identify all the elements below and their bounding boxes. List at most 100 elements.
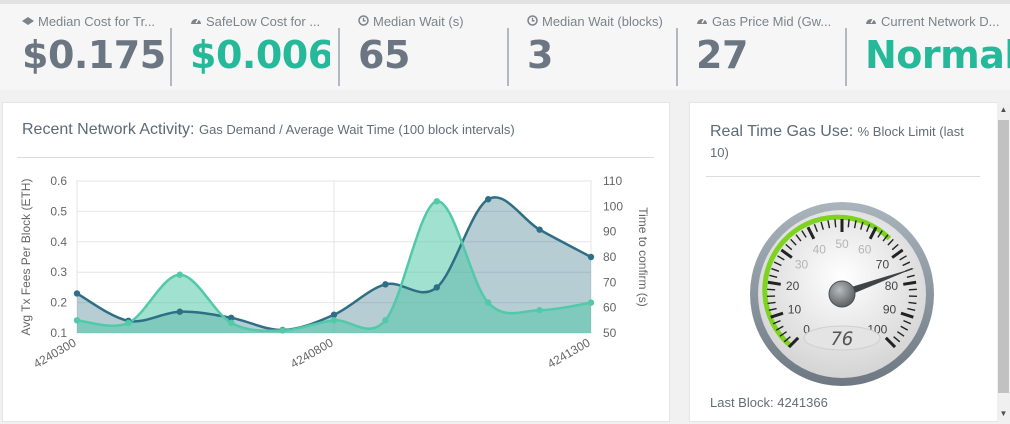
data-point [228,314,235,321]
gas-use-subtitle: % Block Limit (last 10) [710,124,964,160]
gas-use-panel: Real Time Gas Use: % Block Limit (last 1… [689,102,998,422]
dashboard-icon [190,14,202,29]
stat-label: SafeLow Cost for ... [206,14,321,29]
network-activity-panel: Recent Network Activity: Gas Demand / Av… [2,102,670,422]
divider [338,28,340,86]
y-right-axis-label: Time to confirm (s) [636,207,650,307]
divider-line [706,176,980,177]
gauge-tick [900,325,909,331]
y-right-tick-label: 90 [603,225,617,239]
stat-value: 27 [696,33,748,77]
gauge-arc [762,214,892,348]
data-point [433,284,440,291]
gauge-tick [853,220,857,229]
scroll-up-arrow[interactable]: ▲ [999,105,1008,114]
gauge-tick [847,219,850,228]
chart-lines [76,196,592,333]
gauge-tick [771,267,780,272]
data-point [73,290,81,297]
gauge-tick [884,336,897,349]
top-border [0,0,1010,4]
gauge-tick [907,307,916,312]
stat-value: 65 [358,33,410,77]
y-right-tick-label: 110 [603,174,622,188]
gauge-tick [891,243,899,251]
last-block-label: Last Block: [710,395,774,410]
gauge-tick [891,248,904,259]
gauge-tick [903,280,917,286]
y-tick-label: 0.5 [50,204,67,218]
divider-line [17,157,654,158]
gauge-tick [820,221,824,230]
data-point [330,317,338,324]
y-tick-label: 0.1 [50,326,67,340]
y-right-tick-label: 80 [603,250,617,264]
gauge-label: 60 [858,242,872,256]
gauge-tick [868,226,878,240]
dashboard-icon [865,14,877,29]
data-point [228,319,235,327]
stat-label: Current Network D... [881,14,1000,29]
y-right-tick-label: 100 [603,199,623,213]
series-area [77,201,591,333]
y-right-tick-label: 70 [603,275,617,289]
gauge-tick [908,288,917,291]
gauge-tick [790,238,797,246]
gauge-tick [900,311,914,319]
stat-gas-price-mid: Gas Price Mid (Gw... 27 [696,14,838,88]
data-point [176,271,183,278]
clock-icon [527,14,538,29]
gauge-label: 90 [883,302,897,316]
scrollbar-thumb[interactable] [998,120,1009,393]
y-tick-label: 0.2 [50,296,67,310]
data-point [485,196,492,203]
divider [845,28,847,86]
gauge-display-bg [803,325,881,351]
data-point [587,299,595,306]
data-point [279,327,286,334]
panel-title: Real Time Gas Use: % Block Limit (last 1… [710,121,980,163]
gauge-tick [779,331,787,337]
gauge-tick [813,224,818,232]
stat-label: Median Wait (s) [373,14,464,29]
gauge-tick [801,230,807,238]
gauge-tick [902,261,911,267]
stat-median-cost: Median Cost for Tr... $0.1752 [22,14,167,88]
gas-use-title: Real Time Gas Use: [710,123,854,140]
gauge-tick [795,234,802,242]
y-tick-label: 0.3 [50,265,67,279]
activity-chart: 0.1 0.2 0.3 0.4 0.5 0.6 50 60 70 80 90 100 110 424030… [19,174,650,371]
data-point [125,319,132,327]
gauge-tick [806,226,816,240]
stat-value: $0.006 [190,33,330,77]
gauge-needle [840,267,916,298]
scrollbar[interactable]: ▲ ▼ [997,103,1010,421]
stat-label: Median Wait (blocks) [542,14,663,29]
activity-subtitle: Gas Demand / Average Wait Time (100 bloc… [198,122,515,137]
gauge-tick [897,331,905,337]
gauge-tick [906,274,915,279]
x-tick-label: 4240800 [288,335,336,371]
stat-safelow-cost: SafeLow Cost for ... $0.006 [190,14,330,88]
gauge-tick [908,301,917,305]
gauge-tick [777,255,785,261]
gauge-tick [893,336,901,343]
stat-label: Median Cost for Tr... [38,14,156,29]
scroll-down-arrow[interactable]: ▼ [999,409,1008,418]
activity-title: Recent Network Activity: [22,121,195,138]
last-block-value: 4241366 [777,395,828,410]
gauge-label: 0 [803,322,810,336]
gauge-tick [770,311,784,319]
x-tick-label: 4240300 [31,335,79,371]
gauge-label: 80 [885,279,899,293]
data-point [536,226,543,233]
gauge-tick [775,325,784,331]
gauge-tick [769,274,778,279]
dashboard-icon [696,14,708,29]
series-line [76,200,592,333]
gauge-tick [834,219,837,228]
data-point [176,308,183,315]
y-tick-label: 0.6 [50,174,67,188]
data-point [330,311,338,318]
